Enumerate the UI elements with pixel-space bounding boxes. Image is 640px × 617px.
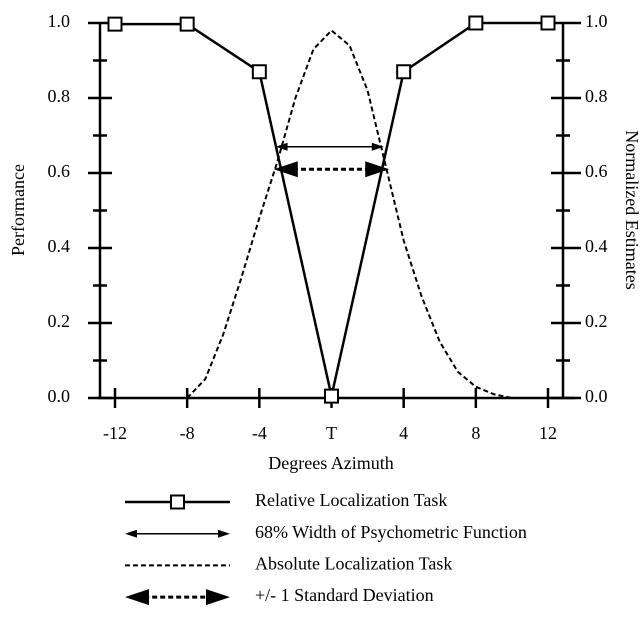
annotation-arrow [275, 142, 384, 151]
arrow-head [125, 529, 137, 538]
annotation-arrow [273, 161, 390, 178]
x-tick-label: T [326, 423, 337, 443]
point-marker [324, 388, 339, 404]
arrow-head [218, 529, 230, 538]
point-marker [468, 15, 484, 31]
arrow-head [273, 161, 298, 178]
y-tick-label: 0.4 [48, 236, 71, 256]
x-axis-label: Degrees Azimuth [268, 453, 393, 473]
point-marker [396, 64, 412, 80]
y-tick-label: 0.0 [48, 386, 71, 406]
y-tick-label: 0.2 [48, 311, 71, 331]
y2-tick-label: 1.0 [585, 11, 608, 31]
y2-tick-label: 0.0 [585, 386, 608, 406]
point-marker [179, 16, 195, 32]
y2-tick-label: 0.8 [585, 86, 608, 106]
legend-label: Relative Localization Task [255, 490, 447, 510]
y2-tick-label: 0.6 [585, 161, 608, 181]
y2-tick-label: 0.2 [585, 311, 608, 331]
legend-marker [170, 494, 185, 510]
y2-tick-label: 0.4 [585, 236, 608, 256]
point-marker [251, 64, 267, 80]
series-line [186, 29, 513, 399]
x-tick-label: -12 [103, 423, 127, 443]
y-axis-label: Performance [8, 164, 28, 256]
y2-axis-label: Normalized Estimates [622, 130, 640, 289]
legend-arrow [125, 529, 230, 538]
arrow-head [365, 161, 390, 178]
y-tick-label: 1.0 [48, 11, 71, 31]
x-tick-label: 12 [539, 423, 557, 443]
y-tick-label: 0.8 [48, 86, 71, 106]
x-tick-label: 8 [471, 423, 480, 443]
point-marker [107, 16, 123, 32]
legend-arrow [125, 589, 230, 606]
arrow-head [206, 589, 230, 606]
legend-label: +/- 1 Standard Deviation [255, 585, 434, 605]
legend-label: Absolute Localization Task [255, 554, 452, 574]
x-tick-label: 4 [399, 423, 408, 443]
y-tick-label: 0.6 [48, 161, 71, 181]
x-tick-label: -4 [252, 423, 267, 443]
arrow-head [371, 142, 384, 151]
legend-label: 68% Width of Psychometric Function [255, 522, 527, 542]
series-line [115, 21, 548, 397]
arrow-head [125, 589, 149, 606]
point-marker [540, 15, 556, 31]
arrow-head [275, 142, 288, 151]
x-tick-label: -8 [180, 423, 195, 443]
